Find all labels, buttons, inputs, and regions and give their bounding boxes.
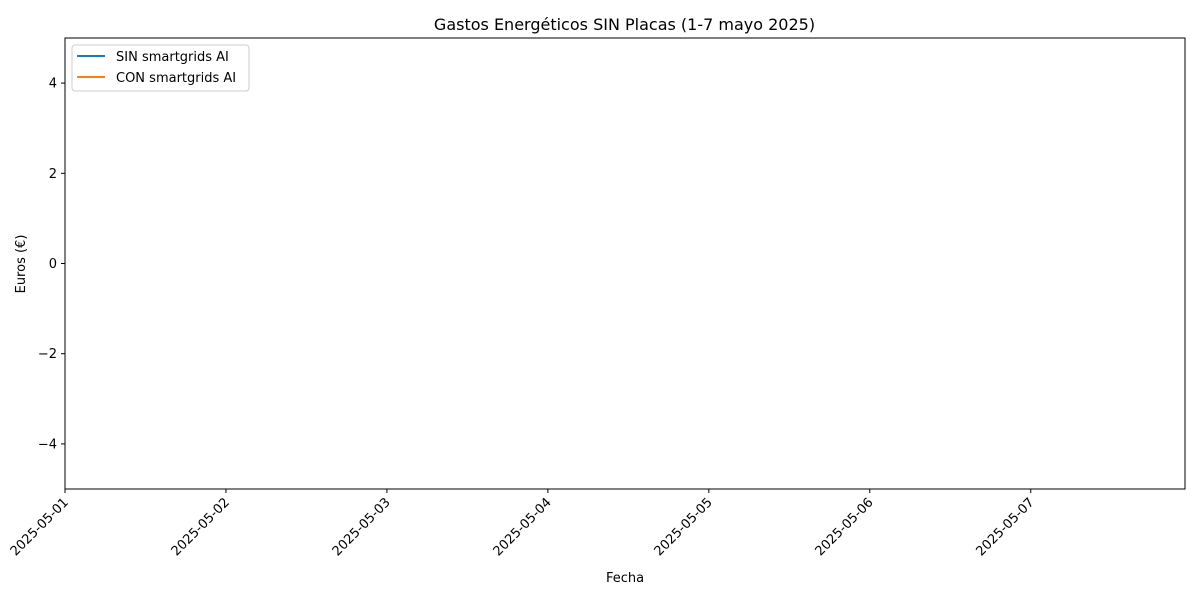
x-tick-label: 2025-05-02 [169, 495, 233, 559]
legend-label-sin-smartgrids: SIN smartgrids AI [116, 50, 229, 65]
y-tick-label: 0 [49, 257, 57, 272]
legend-label-con-smartgrids: CON smartgrids AI [116, 71, 236, 86]
x-tick-label: 2025-05-07 [974, 495, 1038, 559]
legend-box [71, 44, 250, 92]
y-tick-label: −4 [38, 437, 57, 452]
x-tick-label: 2025-05-03 [330, 495, 394, 559]
x-axis-label: Fecha [606, 571, 644, 586]
y-tick-label: −2 [38, 347, 57, 362]
x-tick-label: 2025-05-04 [491, 495, 555, 559]
plot-area [64, 37, 1186, 490]
y-axis-label: Euros (€) [14, 235, 29, 294]
y-axis: 4 2 0 −2 −4 [38, 77, 65, 452]
x-tick-label: 2025-05-01 [8, 495, 72, 559]
y-tick-label: 4 [49, 77, 57, 92]
y-tick-label: 2 [49, 167, 57, 182]
x-tick-label: 2025-05-05 [652, 495, 716, 559]
legend: SIN smartgrids AI CON smartgrids AI [71, 44, 250, 92]
chart-title: Gastos Energéticos SIN Placas (1-7 mayo … [434, 15, 815, 34]
x-tick-label: 2025-05-06 [813, 495, 877, 559]
x-axis: 2025-05-01 2025-05-02 2025-05-03 2025-05-04… [8, 489, 1038, 559]
